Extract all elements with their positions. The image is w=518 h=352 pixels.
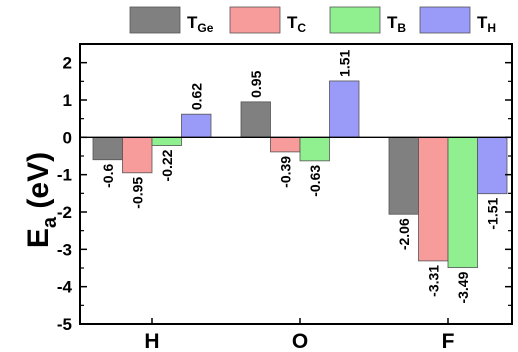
legend-swatch-b bbox=[329, 6, 381, 34]
x-category-label-h: H bbox=[144, 330, 159, 352]
bar-h-o bbox=[329, 80, 360, 138]
y-tick-label: -4 bbox=[57, 278, 73, 297]
y-tick-label: -1 bbox=[57, 166, 72, 185]
value-label-b-f: -3.49 bbox=[455, 271, 471, 303]
bar-b-f bbox=[447, 136, 478, 269]
y-tick-label: -5 bbox=[57, 315, 72, 334]
bar-c-o bbox=[270, 136, 301, 153]
value-label-h-f: -1.51 bbox=[484, 198, 500, 230]
bar-c-f bbox=[418, 136, 449, 262]
legend-label-b: TB bbox=[387, 13, 406, 35]
bar-c-h bbox=[122, 136, 153, 174]
plot-frame bbox=[79, 43, 513, 325]
legend-swatch-c bbox=[229, 6, 281, 34]
y-axis-label-subscript: a bbox=[39, 216, 61, 228]
x-category-label-o: O bbox=[292, 330, 308, 352]
y-tick-label: 2 bbox=[63, 54, 72, 73]
value-label-c-f: -3.31 bbox=[425, 265, 441, 297]
bar-ge-o bbox=[240, 101, 271, 138]
bar-h-h bbox=[181, 113, 212, 138]
legend-swatch-h bbox=[419, 6, 471, 34]
y-axis-label: Ea (eV) bbox=[22, 152, 61, 248]
x-category-label-f: F bbox=[442, 330, 455, 352]
value-label-c-o: -0.39 bbox=[277, 156, 293, 188]
value-label-ge-h: -0.6 bbox=[100, 164, 116, 188]
legend-label-c: TC bbox=[287, 13, 306, 35]
axes-frame-layer bbox=[79, 43, 513, 325]
bar-b-o bbox=[299, 136, 330, 162]
bar-ge-h bbox=[92, 136, 123, 161]
legend: TGe TC TB TH bbox=[129, 6, 496, 35]
y-tick-label: -3 bbox=[57, 240, 72, 259]
value-label-b-o: -0.63 bbox=[307, 165, 323, 197]
bar-b-h bbox=[151, 136, 182, 146]
legend-label-ge: TGe bbox=[187, 13, 214, 35]
y-axis-label-main: E bbox=[22, 228, 55, 248]
value-label-b-h: -0.22 bbox=[159, 149, 175, 181]
bars-layer bbox=[92, 80, 508, 269]
y-tick-label: 1 bbox=[63, 91, 72, 110]
value-label-ge-f: -2.06 bbox=[396, 218, 412, 250]
bar-ge-f bbox=[388, 136, 419, 215]
value-label-h-h: 0.62 bbox=[188, 83, 204, 110]
y-axis-label-unit: (eV) bbox=[22, 152, 55, 217]
value-label-ge-o: 0.95 bbox=[248, 70, 264, 97]
legend-swatch-ge bbox=[129, 6, 181, 34]
y-ticks-layer: 2 1 0 -1 -2 -3 -4 -5 bbox=[57, 54, 512, 334]
value-labels-layer: -0.6 0.95 -2.06 -0.95 -0.39 -3.31 -0.22 -0.63 -3… bbox=[100, 49, 501, 303]
value-label-h-o: 1.51 bbox=[336, 49, 352, 76]
y-tick-label: -2 bbox=[57, 203, 72, 222]
y-tick-label: 0 bbox=[63, 128, 72, 147]
bar-h-f bbox=[477, 136, 508, 195]
value-label-c-h: -0.95 bbox=[129, 177, 145, 209]
legend-label-h: TH bbox=[477, 13, 496, 35]
